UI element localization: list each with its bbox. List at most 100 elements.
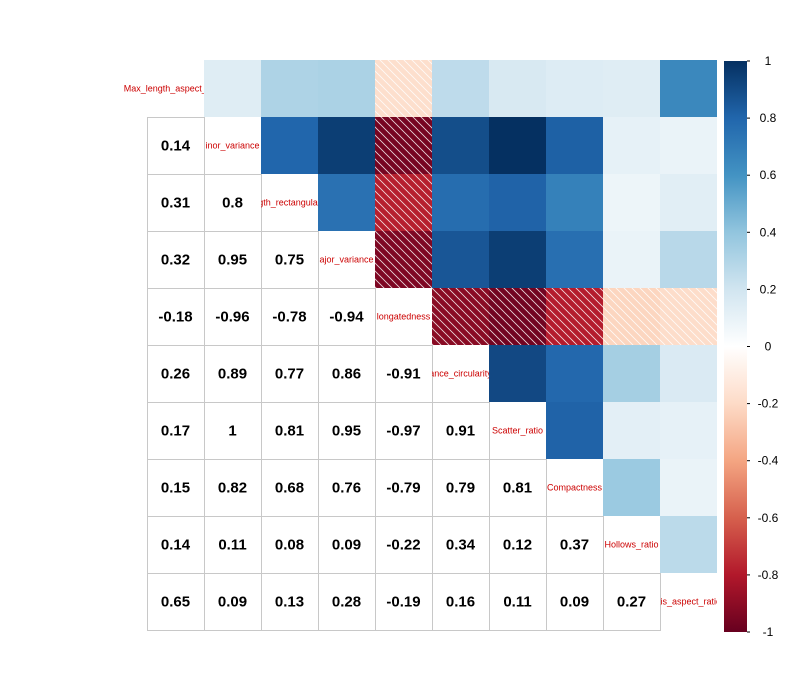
colorbar-tick-label: 0.4	[760, 225, 777, 239]
cell-value: 0.86	[332, 366, 361, 383]
cell-value: 0.11	[503, 594, 531, 611]
cell-value: 0.09	[560, 594, 589, 611]
lower-cell	[375, 573, 433, 631]
cell-value: -0.19	[386, 594, 420, 611]
lower-cell	[147, 117, 205, 175]
colorbar	[724, 61, 747, 632]
colorbar-tick-label: -1	[763, 625, 774, 639]
diagonal-label: ance_circularity	[429, 369, 492, 379]
upper-tile	[489, 231, 546, 288]
upper-tile	[432, 231, 489, 288]
cell-value: -0.96	[215, 309, 249, 326]
cell-value: -0.18	[158, 309, 192, 326]
upper-tile	[204, 60, 261, 117]
upper-tile	[318, 60, 375, 117]
cell-value: 0.14	[161, 537, 191, 554]
upper-tile	[660, 402, 717, 459]
upper-tile	[660, 231, 717, 288]
lower-cell	[489, 573, 547, 631]
lower-cell	[375, 402, 433, 460]
upper-tile	[318, 174, 375, 231]
upper-tile	[603, 231, 660, 288]
cell-value: 0.34	[446, 537, 476, 554]
upper-tile	[603, 402, 660, 459]
cell-value: 0.27	[617, 594, 646, 611]
diagonal-label: longatedness	[377, 312, 431, 322]
lower-cell	[261, 288, 319, 346]
upper-tile	[546, 60, 603, 117]
colorbar-tick-label: 0.2	[760, 282, 777, 296]
cell-value: -0.97	[386, 423, 420, 440]
colorbar-tick-label: 0.6	[760, 168, 777, 182]
diagonal-label: Compactness	[547, 483, 603, 493]
lower-cell	[261, 231, 319, 289]
cell-value: 0.32	[161, 252, 190, 269]
cell-value: 0.14	[161, 138, 191, 155]
upper-tile-hatch	[489, 288, 546, 345]
diagonal-label: Hollows_ratio	[604, 540, 658, 550]
cell-value: 0.16	[446, 594, 475, 611]
upper-tile	[318, 117, 375, 174]
cell-value: 0.09	[218, 594, 247, 611]
upper-tile-hatch	[375, 174, 432, 231]
cell-value: 0.89	[218, 366, 247, 383]
upper-tile	[603, 174, 660, 231]
upper-tile	[432, 174, 489, 231]
upper-tile	[546, 402, 603, 459]
lower-cell	[375, 459, 433, 517]
cell-value: 0.15	[161, 480, 190, 497]
lower-cell	[147, 288, 205, 346]
lower-cell	[432, 459, 490, 517]
upper-tile	[489, 60, 546, 117]
cell-value: 0.91	[446, 423, 475, 440]
lower-cell	[261, 459, 319, 517]
cell-value: 0.37	[560, 537, 589, 554]
diagonal-label: Scatter_ratio	[492, 426, 543, 436]
lower-cell	[261, 345, 319, 403]
diagonal-label: xis_aspect_ratio	[656, 597, 721, 607]
upper-tile	[546, 174, 603, 231]
upper-tile	[546, 345, 603, 402]
cell-value: -0.94	[329, 309, 364, 326]
lower-cell	[546, 516, 604, 574]
upper-tile	[603, 345, 660, 402]
lower-cell	[204, 345, 262, 403]
upper-tile	[660, 174, 717, 231]
colorbar-tick-label: -0.4	[758, 454, 779, 468]
cell-value: 0.95	[218, 252, 247, 269]
cell-value: 0.79	[446, 480, 475, 497]
upper-tile-hatch	[603, 288, 660, 345]
colorbar-tick-label: -0.6	[758, 511, 779, 525]
upper-tile	[660, 117, 717, 174]
lower-cell	[204, 174, 262, 232]
colorbar-tick-label: -0.8	[758, 568, 779, 582]
upper-tile-hatch	[660, 288, 717, 345]
cell-value: 0.8	[222, 195, 243, 212]
upper-tile	[603, 60, 660, 117]
upper-tile	[489, 174, 546, 231]
colorbar-tick-label: 0	[765, 340, 772, 354]
cell-value: 0.31	[161, 195, 190, 212]
lower-cell	[489, 459, 547, 517]
cell-value: 0.81	[503, 480, 532, 497]
upper-tile	[603, 459, 660, 516]
cell-value: -0.91	[386, 366, 420, 383]
upper-tile-hatch	[375, 117, 432, 174]
upper-tile	[432, 117, 489, 174]
upper-tile-hatch	[546, 288, 603, 345]
diagonal-label: inor_variance	[205, 141, 259, 151]
upper-tile	[432, 60, 489, 117]
lower-cell	[147, 231, 205, 289]
lower-cell	[204, 288, 262, 346]
upper-tile-hatch	[375, 231, 432, 288]
upper-tile-hatch	[432, 288, 489, 345]
colorbar-tick-label: 0.8	[760, 111, 777, 125]
upper-tile	[489, 345, 546, 402]
cell-value: 0.11	[218, 537, 246, 554]
cell-value: 1	[228, 423, 236, 440]
colorbar-tick-label: -0.2	[758, 397, 779, 411]
lower-cell	[432, 573, 490, 631]
cell-value: 0.12	[503, 537, 532, 554]
